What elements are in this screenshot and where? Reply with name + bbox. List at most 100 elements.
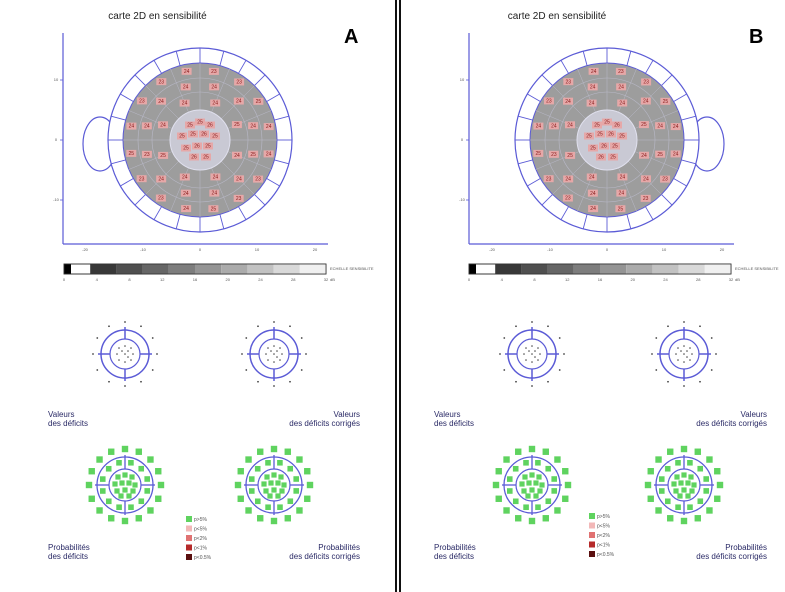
corrected-deficit-values-plot	[651, 321, 717, 387]
prob-square-center	[130, 488, 136, 494]
outer-ring-point-value: 23	[139, 99, 145, 105]
deficit-dot	[151, 369, 154, 371]
center-point-box	[606, 130, 616, 138]
deficit-dot	[677, 359, 679, 361]
prob-square-center	[263, 488, 269, 494]
center-point-value: 26	[191, 155, 197, 161]
deficit-dot	[547, 380, 549, 383]
deficit-dot	[281, 353, 283, 355]
outer-ring-point-box	[181, 205, 192, 213]
prob-square-outer	[157, 481, 165, 489]
inner-ring-point-value: 24	[589, 101, 595, 107]
deficit-dot	[108, 380, 110, 383]
corrected-probability-plot	[234, 445, 314, 525]
outer-ring-point-box	[641, 78, 652, 86]
deficit-dot	[683, 345, 685, 347]
outer-ring-point-box	[562, 194, 573, 202]
outer-ring-point-value: 23	[211, 69, 217, 75]
ring-spoke	[175, 214, 181, 229]
outer-ring-point-value: 23	[236, 80, 242, 86]
inner-ring-point-box	[179, 173, 190, 181]
deficit-dot	[710, 337, 713, 339]
grayscale-bar-frame	[468, 263, 732, 275]
inner-ring-point-value: 24	[641, 153, 647, 159]
mid-ring-point-box	[616, 83, 627, 91]
report-panel-b: carte 2D en sensibilité B 10 0 -10 -20 -10 0 1…	[401, 0, 785, 592]
mid-ring-point-box	[548, 122, 559, 130]
legend-swatch	[589, 551, 595, 557]
label-deficits-line1: Valeurs	[434, 410, 461, 419]
deficit-dot	[537, 359, 539, 361]
prob-square-outer	[135, 515, 142, 522]
mid-ring-point-value: 24	[643, 99, 649, 105]
prob-square-mid	[277, 504, 283, 511]
mid-ring-point-box	[616, 189, 627, 197]
outer-ring-point-box	[208, 67, 219, 75]
mid-ring-point-value: 24	[211, 84, 217, 90]
prob-square-center	[275, 480, 281, 486]
prob-square-outer	[528, 517, 536, 525]
deficit-dot	[710, 369, 713, 371]
deficit-dot	[121, 350, 123, 352]
grayscale-tick: 12	[160, 277, 165, 282]
outer-ring-point-box	[126, 122, 137, 130]
center-point-box	[185, 121, 195, 129]
prob-square-outer	[155, 468, 162, 475]
prob-square-mid	[664, 465, 671, 472]
outer-ring-point-box	[543, 175, 554, 183]
outer-ring-point-value: 23	[255, 177, 261, 183]
deficit-dot	[151, 337, 154, 339]
prob-square-mid	[287, 465, 294, 472]
prob-square-center	[267, 493, 273, 499]
prob-square-mid	[675, 459, 681, 466]
mid-ring-point-value: 25	[657, 152, 663, 158]
grayscale-tick: 16	[193, 277, 198, 282]
outer-ring-point-value: 23	[618, 69, 624, 75]
deficit-dot	[699, 380, 701, 383]
prob-square-outer	[716, 481, 724, 489]
prob-square-mid	[523, 504, 529, 511]
center-point-value: 25	[619, 134, 625, 140]
deficit-dot	[124, 353, 126, 355]
legend-label: p<0.5%	[194, 555, 212, 561]
prob-square-mid	[551, 488, 558, 494]
mid-ring-point-value: 23	[551, 152, 557, 158]
prob-square-mid	[116, 504, 122, 511]
deficit-dot	[124, 345, 126, 347]
prob-square-mid	[138, 498, 145, 505]
prob-square-center	[112, 481, 118, 487]
ring-spoke	[238, 206, 247, 220]
deficit-dot	[528, 350, 530, 352]
prob-square-center	[529, 472, 535, 478]
mid-ring-point-value: 24	[618, 84, 624, 90]
label-corrected-line2: des déficits corrigés	[289, 419, 360, 428]
ring-spoke	[626, 51, 632, 66]
label-prob-line1: Probabilités	[48, 543, 90, 552]
center-point-box	[195, 118, 205, 126]
outer-ring-point-value: 24	[590, 206, 596, 212]
prob-square-outer	[121, 517, 129, 525]
deficit-dot	[558, 369, 561, 371]
mid-ring-point-box	[655, 122, 666, 130]
deficit-dot	[675, 353, 677, 355]
grayscale-tick: 24	[663, 277, 668, 282]
deficit-dot	[691, 353, 693, 355]
ring-spoke	[582, 214, 588, 229]
center-point-value: 26	[194, 144, 200, 150]
prob-square-mid	[523, 459, 529, 466]
outer-ring-point-value: 23	[566, 79, 572, 85]
y-tick-label: 0	[55, 137, 58, 142]
deficit-dot	[523, 353, 525, 355]
prob-square-center	[114, 488, 120, 494]
prob-square-outer	[492, 481, 500, 489]
label-deficits-line1: Valeurs	[48, 410, 75, 419]
outer-ring-point-value: 24	[673, 152, 679, 158]
grayscale-tick: 32	[729, 277, 734, 282]
outer-ring-point-box	[233, 194, 244, 202]
prob-square-center	[673, 488, 679, 494]
prob-square-mid	[99, 488, 106, 494]
inner-ring-point-box	[586, 99, 597, 107]
panel-letter: B	[749, 26, 764, 48]
center-point-value: 25	[190, 132, 196, 138]
center-point-value: 25	[586, 134, 592, 140]
